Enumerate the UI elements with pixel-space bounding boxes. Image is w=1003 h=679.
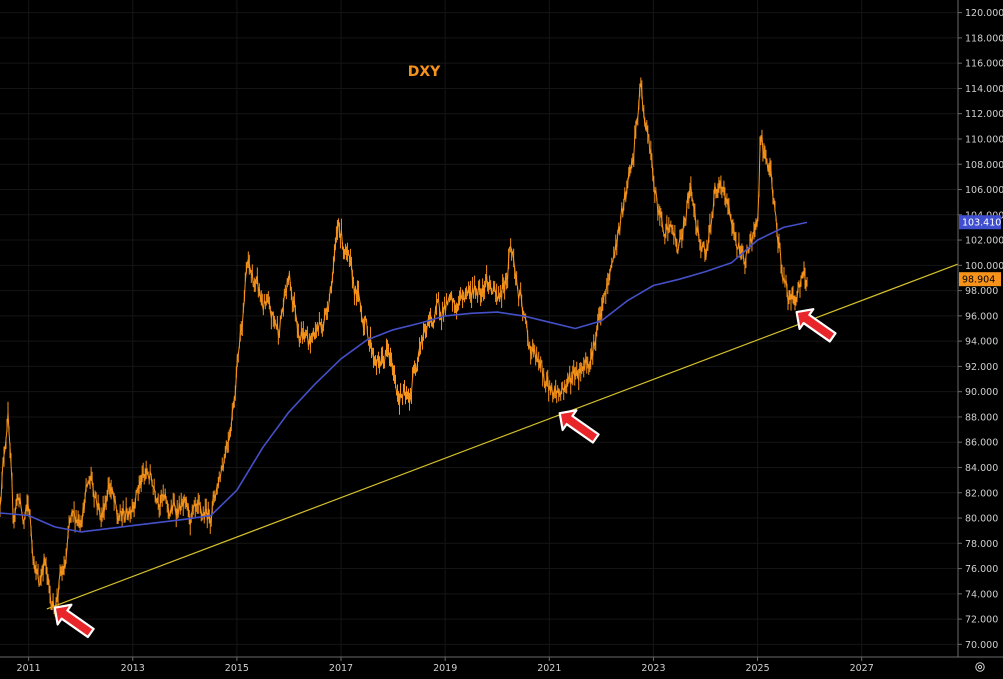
- arrow-shape: [795, 308, 837, 343]
- y-tick-label: 96.000: [965, 311, 998, 322]
- x-tick-label: 2025: [745, 663, 769, 674]
- y-tick-label: 114.000: [965, 84, 1003, 95]
- x-axis: 2011 2013 2015 2017 2019 2021 2023 2025 2027: [17, 657, 874, 674]
- x-tick-label: 2011: [17, 663, 41, 674]
- y-tick-label: 74.000: [965, 589, 998, 600]
- moving-average-line: [0, 221, 808, 533]
- y-tick-label: 106.000: [965, 185, 1003, 196]
- y-tick-label: 78.000: [965, 539, 998, 550]
- y-tick-label: 90.000: [965, 387, 998, 398]
- y-tick-label: 88.000: [965, 412, 998, 423]
- x-tick-label: 2015: [225, 663, 249, 674]
- arrow-shape: [53, 603, 95, 639]
- gear-icon[interactable]: [975, 662, 985, 672]
- y-tick-label: 108.000: [965, 160, 1003, 171]
- y-tick-label: 98.000: [965, 286, 998, 297]
- y-tick-label: 80.000: [965, 514, 998, 525]
- y-tick-label: 82.000: [965, 488, 998, 499]
- y-tick-label: 102.000: [965, 236, 1003, 247]
- y-tick-label: 84.000: [965, 463, 998, 474]
- y-tick-label: 70.000: [965, 640, 998, 651]
- y-tick-label: 76.000: [965, 564, 998, 575]
- x-tick-label: 2017: [329, 663, 353, 674]
- price-badge: 98.904: [959, 272, 1001, 287]
- y-tick-label: 120.000: [965, 8, 1003, 19]
- chart-title: DXY: [408, 64, 441, 80]
- red-arrow-annotation: [53, 603, 95, 639]
- price-badges: 103.410 98.904: [959, 215, 1001, 287]
- y-tick-label: 72.000: [965, 615, 998, 626]
- price-badge-label: 98.904: [962, 275, 995, 286]
- moving-average-layer: [0, 221, 808, 533]
- price-badge-bg: [959, 272, 1001, 287]
- x-tick-label: 2027: [850, 663, 874, 674]
- arrow-shape: [558, 409, 600, 444]
- y-tick-label: 116.000: [965, 59, 1003, 70]
- y-tick-label: 100.000: [965, 261, 1003, 272]
- price-badge-label: 103.410: [962, 218, 1001, 229]
- x-tick-label: 2019: [433, 663, 457, 674]
- y-tick-label: 94.000: [965, 337, 998, 348]
- x-tick-label: 2023: [641, 663, 665, 674]
- price-badge-bg: [959, 215, 1001, 230]
- price-series-layer: [0, 77, 808, 617]
- y-tick-label: 92.000: [965, 362, 998, 373]
- y-tick-label: 86.000: [965, 438, 998, 449]
- annotation-arrows: [53, 308, 837, 639]
- red-arrow-annotation: [795, 308, 837, 343]
- price-line: [0, 83, 808, 614]
- x-tick-label: 2013: [121, 663, 145, 674]
- y-tick-label: 112.000: [965, 109, 1003, 120]
- x-tick-label: 2021: [537, 663, 561, 674]
- price-badge: 103.410: [959, 215, 1001, 230]
- y-tick-label: 118.000: [965, 33, 1003, 44]
- y-tick-label: 110.000: [965, 134, 1003, 145]
- red-arrow-annotation: [558, 409, 600, 444]
